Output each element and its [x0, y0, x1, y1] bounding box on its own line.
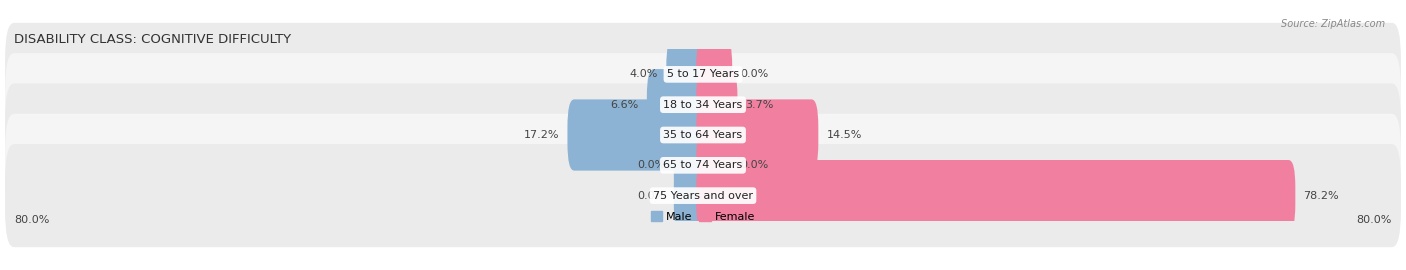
FancyBboxPatch shape: [568, 99, 710, 171]
FancyBboxPatch shape: [666, 39, 710, 110]
Text: 5 to 17 Years: 5 to 17 Years: [666, 69, 740, 79]
FancyBboxPatch shape: [696, 160, 1295, 231]
FancyBboxPatch shape: [6, 114, 1400, 217]
Text: 65 to 74 Years: 65 to 74 Years: [664, 160, 742, 170]
Text: 17.2%: 17.2%: [523, 130, 560, 140]
Text: 3.7%: 3.7%: [745, 100, 775, 110]
Text: 80.0%: 80.0%: [14, 215, 49, 225]
FancyBboxPatch shape: [6, 144, 1400, 247]
FancyBboxPatch shape: [6, 83, 1400, 187]
Text: 75 Years and over: 75 Years and over: [652, 191, 754, 201]
Text: 4.0%: 4.0%: [630, 69, 658, 79]
Text: 35 to 64 Years: 35 to 64 Years: [664, 130, 742, 140]
Text: 6.6%: 6.6%: [610, 100, 638, 110]
Text: 0.0%: 0.0%: [741, 160, 769, 170]
FancyBboxPatch shape: [647, 69, 710, 140]
FancyBboxPatch shape: [696, 69, 738, 140]
FancyBboxPatch shape: [6, 23, 1400, 126]
FancyBboxPatch shape: [696, 130, 733, 201]
Text: 0.0%: 0.0%: [637, 191, 665, 201]
Text: 18 to 34 Years: 18 to 34 Years: [664, 100, 742, 110]
Text: 0.0%: 0.0%: [637, 160, 665, 170]
FancyBboxPatch shape: [6, 53, 1400, 156]
Text: DISABILITY CLASS: COGNITIVE DIFFICULTY: DISABILITY CLASS: COGNITIVE DIFFICULTY: [14, 33, 291, 46]
Text: 80.0%: 80.0%: [1357, 215, 1392, 225]
Text: 78.2%: 78.2%: [1303, 191, 1339, 201]
Text: Source: ZipAtlas.com: Source: ZipAtlas.com: [1281, 19, 1385, 29]
FancyBboxPatch shape: [673, 130, 710, 201]
Legend: Male, Female: Male, Female: [647, 207, 759, 226]
Text: 0.0%: 0.0%: [741, 69, 769, 79]
FancyBboxPatch shape: [696, 99, 818, 171]
FancyBboxPatch shape: [696, 39, 733, 110]
FancyBboxPatch shape: [673, 160, 710, 231]
Text: 14.5%: 14.5%: [827, 130, 862, 140]
